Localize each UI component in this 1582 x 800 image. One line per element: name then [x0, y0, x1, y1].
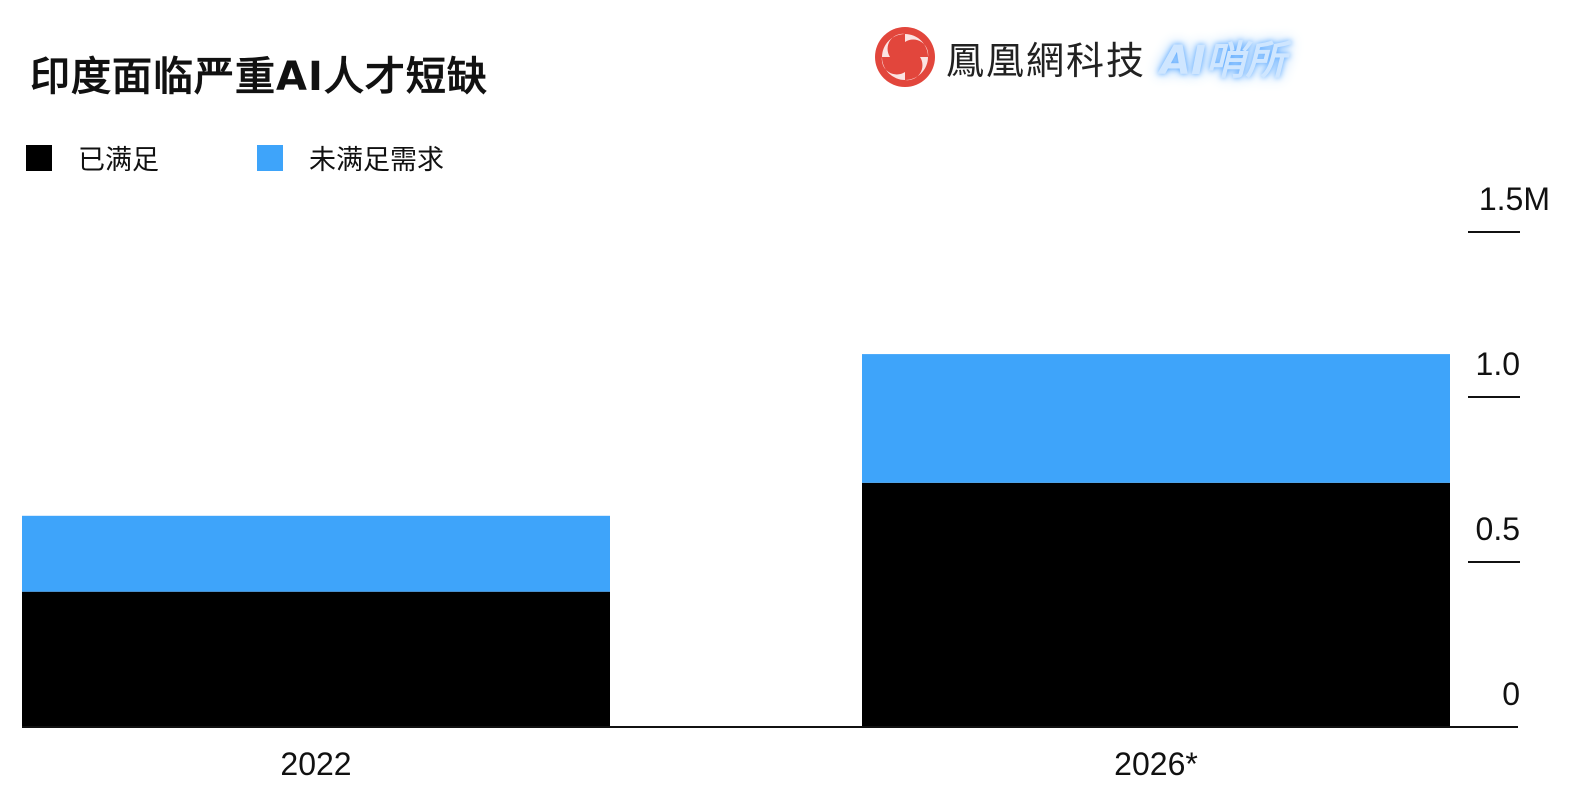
legend-item-unmet: 未满足需求 [257, 138, 444, 177]
phoenix-logo-icon [875, 27, 935, 87]
y-tick-label: 0 [1502, 676, 1520, 712]
legend-swatch-met [26, 144, 52, 171]
bar-met-2026 [862, 482, 1450, 727]
y-tick-label: 1.5M [1479, 181, 1550, 217]
legend-label-unmet: 未满足需求 [309, 145, 444, 176]
bar-unmet-2022 [22, 515, 610, 592]
logo-brand: 鳳凰網科技 [946, 38, 1147, 83]
bar-unmet-2026 [862, 354, 1450, 483]
legend-item-met: 已满足 [26, 138, 159, 177]
logo-sub: AI哨所 [1160, 38, 1286, 84]
legend-swatch-unmet [257, 144, 283, 171]
bar-met-2022 [22, 591, 610, 727]
x-tick-label: 2022 [280, 746, 351, 782]
logo: 鳳凰網科技 AI哨所 [872, 24, 1286, 90]
legend-label-met: 已满足 [78, 145, 159, 176]
y-tick-label: 0.5 [1476, 511, 1520, 547]
x-tick-label: 2026* [1114, 746, 1198, 782]
y-tick-label: 1.0 [1476, 346, 1520, 382]
chart-title: 印度面临严重AI人才短缺 [30, 54, 488, 100]
